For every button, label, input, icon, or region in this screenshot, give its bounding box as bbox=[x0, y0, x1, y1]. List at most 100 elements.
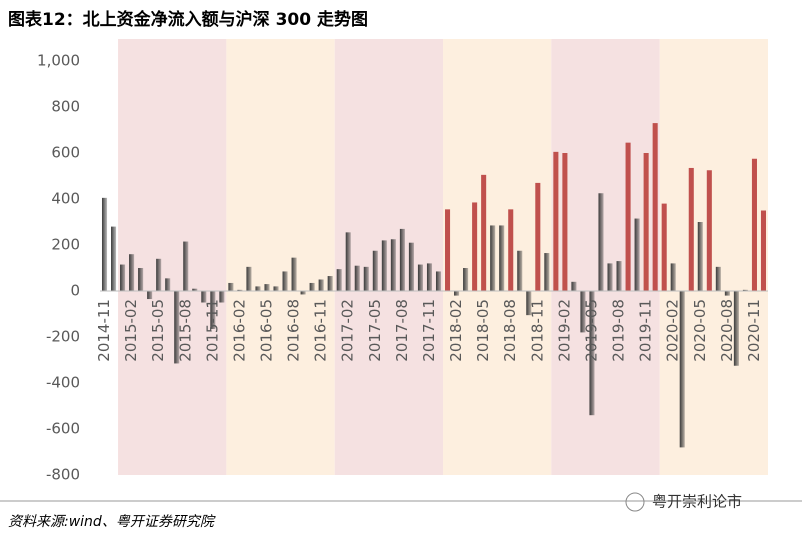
bar bbox=[165, 278, 171, 291]
bar bbox=[499, 225, 505, 291]
bar bbox=[363, 266, 369, 291]
bar bbox=[733, 291, 739, 366]
bar bbox=[661, 203, 667, 291]
x-tick-label: 2016-02 bbox=[230, 299, 248, 362]
bar bbox=[273, 286, 279, 291]
bar bbox=[318, 279, 324, 291]
y-tick-label: -200 bbox=[46, 328, 80, 346]
year-band bbox=[334, 39, 444, 475]
bar bbox=[634, 218, 640, 291]
bar bbox=[580, 291, 586, 333]
bar bbox=[372, 250, 378, 291]
bar bbox=[607, 263, 613, 291]
year-band bbox=[443, 39, 552, 475]
x-tick-label: 2015-08 bbox=[176, 299, 194, 362]
bar bbox=[571, 281, 577, 291]
x-tick-label: 2020-08 bbox=[718, 299, 736, 362]
x-tick-label: 2019-08 bbox=[610, 299, 628, 362]
bar bbox=[490, 225, 496, 291]
x-tick-label: 2020-11 bbox=[745, 299, 763, 362]
bar bbox=[183, 241, 189, 291]
y-tick-label: -600 bbox=[46, 420, 80, 438]
bar bbox=[625, 142, 631, 291]
chart-title: 图表12：北上资金净流入额与沪深 300 走势图 bbox=[8, 9, 368, 30]
x-tick-label: 2019-05 bbox=[582, 299, 600, 362]
bar bbox=[463, 268, 469, 291]
bar bbox=[435, 271, 442, 291]
x-tick-label: 2018-02 bbox=[447, 299, 465, 362]
x-tick-label: 2016-08 bbox=[285, 299, 303, 362]
year-band bbox=[226, 39, 335, 475]
source-note: 资料来源:wind、粤开证券研究院 bbox=[8, 514, 216, 530]
background-bands bbox=[118, 39, 768, 475]
y-tick-label: -400 bbox=[46, 374, 80, 392]
bar bbox=[192, 288, 198, 291]
x-tick-label: 2015-11 bbox=[203, 299, 221, 362]
x-tick-label: 2020-05 bbox=[691, 299, 709, 362]
year-band bbox=[551, 39, 660, 475]
x-tick-label: 2019-11 bbox=[637, 299, 655, 362]
bar bbox=[129, 254, 135, 291]
bar bbox=[345, 232, 351, 291]
y-tick-label: 200 bbox=[51, 236, 80, 254]
x-tick-label: 2014-11 bbox=[95, 299, 113, 362]
bar bbox=[742, 289, 748, 291]
watermark: 粤开崇利论市 bbox=[652, 493, 742, 511]
bar bbox=[706, 170, 712, 291]
y-tick-label: 0 bbox=[70, 282, 80, 300]
bar bbox=[598, 193, 604, 291]
bar bbox=[120, 264, 126, 291]
bar bbox=[670, 263, 676, 291]
bar bbox=[327, 276, 333, 291]
x-tick-label: 2017-08 bbox=[393, 299, 411, 362]
bar bbox=[526, 291, 532, 316]
bar bbox=[589, 291, 595, 416]
bar bbox=[219, 291, 225, 303]
x-tick-label: 2017-11 bbox=[420, 299, 438, 362]
year-band bbox=[659, 39, 768, 475]
bar bbox=[156, 258, 162, 291]
bar bbox=[264, 284, 270, 291]
x-tick-label: 2015-02 bbox=[122, 299, 140, 362]
bar bbox=[481, 174, 487, 291]
x-tick-label: 2017-02 bbox=[339, 299, 357, 362]
x-tick-label: 2019-02 bbox=[555, 299, 573, 362]
bar bbox=[562, 153, 568, 291]
bar bbox=[724, 291, 730, 296]
bar bbox=[652, 123, 658, 291]
bar bbox=[417, 264, 423, 291]
bar bbox=[147, 291, 153, 300]
x-tick-label: 2018-05 bbox=[474, 299, 492, 362]
bar bbox=[174, 291, 180, 364]
bar bbox=[408, 242, 414, 291]
year-band bbox=[118, 39, 227, 475]
bar bbox=[354, 265, 360, 291]
bar bbox=[291, 257, 297, 291]
bar bbox=[336, 269, 342, 291]
bar bbox=[616, 261, 622, 291]
bar bbox=[210, 291, 216, 329]
bar bbox=[228, 282, 234, 291]
x-tick-label: 2017-05 bbox=[366, 299, 384, 362]
x-tick-label: 2016-11 bbox=[312, 299, 330, 362]
watermark-icon bbox=[625, 492, 645, 512]
bar bbox=[237, 289, 243, 291]
bar bbox=[445, 209, 451, 291]
bar bbox=[454, 291, 460, 296]
y-tick-label: 600 bbox=[51, 144, 80, 162]
bar bbox=[760, 210, 767, 291]
bar bbox=[517, 250, 523, 291]
bar bbox=[553, 151, 559, 291]
bar bbox=[426, 263, 433, 291]
x-tick-label: 2018-08 bbox=[501, 299, 519, 362]
bar bbox=[535, 182, 541, 291]
bar bbox=[390, 239, 396, 291]
bar bbox=[138, 268, 144, 291]
bar bbox=[246, 266, 252, 291]
y-tick-label: 1,000 bbox=[37, 52, 80, 70]
bar bbox=[544, 253, 550, 291]
y-tick-label: 800 bbox=[51, 98, 80, 116]
x-tick-label: 2016-05 bbox=[258, 299, 276, 362]
bar bbox=[472, 202, 478, 291]
